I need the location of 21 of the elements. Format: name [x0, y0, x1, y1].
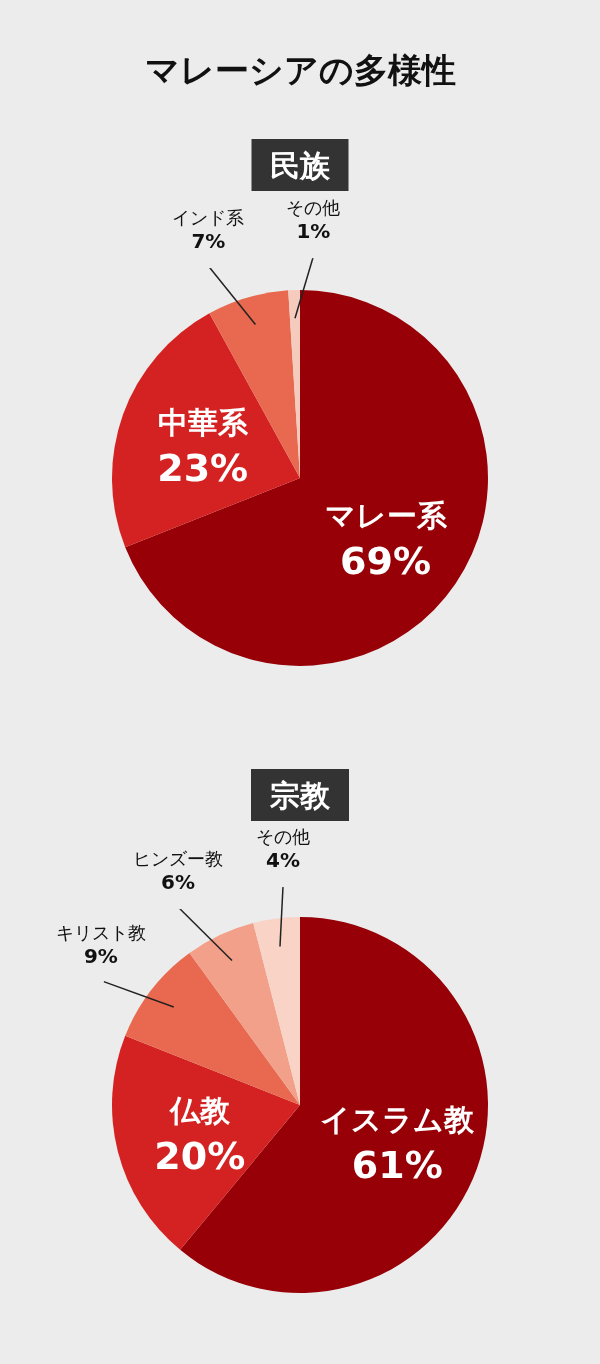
data-label: 1%: [296, 219, 331, 244]
data-label: 20%: [154, 1133, 246, 1178]
chart-title: マレーシアの多様性: [144, 50, 456, 90]
data-label: 23%: [157, 445, 249, 490]
slice-label: マレー系: [324, 498, 448, 534]
slice-label: インド系: [172, 207, 245, 229]
data-label: 69%: [340, 539, 431, 584]
slice-label: キリスト教: [55, 921, 146, 943]
slice-label: 仏教: [167, 1092, 231, 1128]
slice-label: その他: [286, 197, 341, 219]
slice-label: ヒンズー教: [133, 848, 224, 870]
chart-subtitle: 民族: [270, 148, 331, 183]
chart-subtitle: 宗教: [269, 778, 331, 813]
data-label: 4%: [266, 848, 301, 873]
data-label: 6%: [161, 870, 196, 895]
slice-label: イスラム教: [320, 1102, 476, 1138]
data-label: 7%: [191, 229, 226, 254]
data-label: 9%: [83, 943, 118, 968]
slice-label: 中華系: [157, 404, 249, 440]
slice-label: その他: [256, 826, 311, 848]
data-label: 61%: [351, 1143, 443, 1188]
